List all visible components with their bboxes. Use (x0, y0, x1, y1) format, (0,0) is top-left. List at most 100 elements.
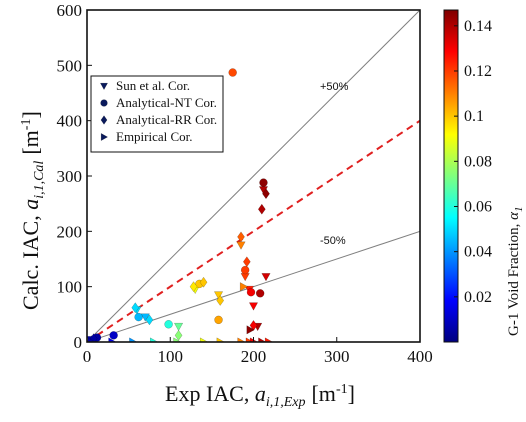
legend-label-analytical-nt: Analytical-NT Cor. (116, 95, 217, 110)
x-axis-title-var: a (255, 381, 266, 406)
legend-label-analytical-rr: Analytical-RR Cor. (116, 112, 217, 127)
y-tick-label: 100 (57, 278, 83, 297)
data-point-circle-7 (240, 265, 250, 275)
x-axis-title-unit-open: [m (311, 381, 335, 406)
data-point-triangle-right-4 (173, 337, 182, 342)
data-point-triangle-right-7 (237, 337, 246, 342)
y-axis-title: Calc. IAC, ai,1,Cal [m-1] (18, 111, 47, 310)
x-tick-label: 200 (241, 347, 267, 366)
data-point-diamond-1 (131, 302, 140, 314)
data-point-diamond-6 (216, 295, 225, 306)
y-tick-label: 0 (74, 333, 83, 352)
reference-lines (87, 10, 420, 342)
data-point-triangle-right-5 (199, 337, 209, 342)
y-axis-title-text: Calc. IAC, (18, 215, 43, 310)
colorbar-tick-label: 0.04 (464, 244, 492, 261)
y-axis-title-sub: i,1,Cal (32, 161, 47, 199)
colorbar-tick-label: 0.02 (464, 289, 492, 306)
colorbar-tick-label: 0.14 (464, 18, 492, 35)
x-axis-title: Exp IAC, ai,1,Exp [m-1] (165, 381, 355, 410)
x-tick-label: 100 (158, 347, 184, 366)
y-axis-title-unit-exp: -1 (19, 119, 34, 131)
data-point-diamond-3 (174, 329, 183, 341)
colorbar-title-var: α (506, 211, 522, 220)
colorbar-tick-label: 0.1 (464, 108, 484, 125)
data-point-diamond-11 (262, 188, 270, 200)
colorbar-tick-label: 0.12 (464, 63, 492, 80)
data-points (87, 68, 274, 342)
legend-markers (99, 82, 109, 142)
data-point-triangle-down-6 (213, 291, 224, 300)
data-point-circle-3 (164, 320, 173, 329)
data-point-triangle-down-10 (248, 302, 259, 311)
data-point-triangle-right-0 (87, 337, 96, 342)
x-axis-title-unit-close: ] (348, 381, 355, 406)
colorbar-tick-label: 0.06 (464, 198, 492, 215)
x-axis-title-sub: i,1,Exp (266, 395, 306, 410)
data-point-circle-2 (134, 312, 143, 322)
y-tick-label: 600 (57, 1, 83, 20)
data-point-circle-8 (246, 287, 256, 297)
reference-line-0 (87, 10, 420, 342)
legend-label-empirical: Empirical Cor. (116, 129, 193, 144)
colorbar-title: G-1 Void Fraction, α1 (506, 207, 525, 337)
data-point-circle-1 (109, 331, 118, 340)
y-axis-ticks: 0 100 200 300 400 500 600 (57, 1, 92, 352)
y-tick-label: 300 (57, 167, 83, 186)
data-point-triangle-right-6 (216, 337, 225, 342)
data-point-diamond-4 (189, 281, 198, 293)
data-point-triangle-down-12 (261, 273, 271, 282)
data-point-diamond-5 (199, 276, 208, 288)
data-point-diamond-9 (249, 319, 258, 331)
legend-marker-diamond (100, 115, 108, 125)
colorbar-tick-label: 0.08 (464, 153, 492, 170)
colorbar-title-text: G-1 Void Fraction, (506, 224, 522, 336)
y-tick-label: 200 (57, 222, 83, 241)
legend-label-sun: Sun et al. Cor. (116, 78, 190, 93)
data-point-triangle-down-4 (173, 322, 184, 332)
colorbar (443, 9, 459, 343)
data-point-triangle-right-1 (108, 337, 117, 342)
x-axis-title-unit-exp: -1 (336, 382, 348, 397)
data-point-diamond-2 (145, 314, 154, 326)
data-point-diamond-10 (257, 203, 266, 215)
data-point-circle-9 (255, 289, 265, 298)
legend-marker-circle (100, 99, 108, 107)
data-point-circle-10 (259, 178, 268, 187)
x-axis-title-text: Exp IAC, (165, 381, 249, 406)
data-point-circle-5 (214, 315, 223, 325)
data-point-diamond-8 (242, 256, 251, 268)
data-point-triangle-right-12 (239, 282, 249, 292)
plus-50-label: +50% (320, 81, 349, 93)
y-axis-title-var: a (18, 199, 43, 210)
x-axis-ticks: 0 100 200 300 400 (83, 337, 433, 366)
x-tick-label: 300 (324, 347, 350, 366)
reference-line-1 (87, 119, 420, 342)
data-point-triangle-right-3 (149, 337, 159, 342)
legend-marker-triangle-down (99, 82, 109, 91)
data-point-triangle-down-8 (240, 273, 250, 282)
x-tick-label: 0 (83, 347, 92, 366)
data-point-circle-6 (228, 68, 237, 77)
data-point-triangle-right-11 (264, 337, 274, 342)
y-tick-label: 500 (57, 56, 83, 75)
data-point-triangle-down-7 (236, 241, 246, 250)
legend-marker-triangle-right (100, 132, 109, 142)
data-point-triangle-right-2 (129, 337, 138, 342)
y-axis-title-unit-close: ] (18, 111, 43, 118)
y-axis-title-unit-open: [m (18, 130, 43, 154)
y-tick-label: 400 (57, 112, 83, 131)
colorbar-ticks: 0.02 0.04 0.06 0.08 0.1 0.12 0.14 (454, 18, 492, 306)
data-point-diamond-7 (237, 231, 245, 243)
data-point-triangle-right-13 (246, 325, 255, 335)
data-point-triangle-down-3 (140, 313, 150, 322)
colorbar-title-sub: 1 (513, 207, 525, 213)
legend: Sun et al. Cor. Analytical-NT Cor. Analy… (90, 75, 224, 153)
data-point-triangle-right-10 (258, 337, 267, 342)
legend-box (90, 75, 224, 153)
minus-50-label: -50% (320, 235, 346, 247)
reference-line-2 (87, 230, 420, 342)
x-tick-label: 400 (407, 347, 433, 366)
data-point-diamond-0 (89, 333, 98, 342)
